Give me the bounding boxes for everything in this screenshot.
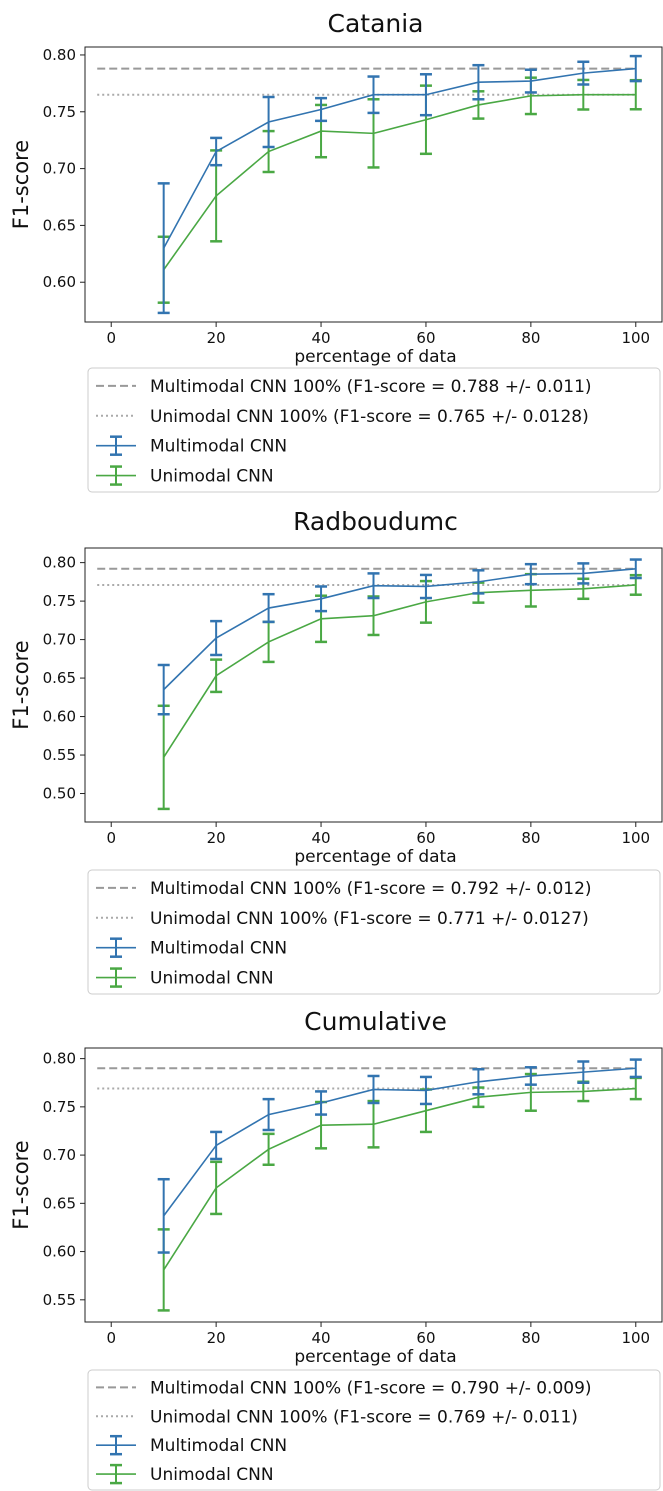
legend-label: Multimodal CNN xyxy=(150,1436,287,1456)
axes-frame xyxy=(84,1047,663,1323)
x-axis-label: percentage of data xyxy=(294,847,456,867)
axes-frame xyxy=(84,547,663,823)
series-line xyxy=(163,567,636,691)
x-tick-label: 20 xyxy=(207,1329,226,1347)
y-tick-label: 0.60 xyxy=(43,708,76,726)
x-tick-label: 100 xyxy=(621,829,650,847)
series-line xyxy=(162,67,636,249)
x-tick-label: 20 xyxy=(207,329,226,347)
multimodal-series xyxy=(157,54,642,315)
legend-label: Unimodal CNN 100% (F1-score = 0.771 +/- … xyxy=(150,909,589,929)
x-tick-label: 40 xyxy=(311,1329,330,1347)
chart-title: Catania xyxy=(327,9,423,38)
legend-label: Multimodal CNN 100% (F1-score = 0.792 +/… xyxy=(150,879,592,899)
x-tick-label: 40 xyxy=(311,829,330,847)
x-tick-label: 60 xyxy=(416,1329,435,1347)
axes-frame xyxy=(84,46,663,323)
chart-title: Cumulative xyxy=(304,1007,447,1036)
x-tick-label: 0 xyxy=(106,329,116,347)
unimodal-series xyxy=(157,76,642,304)
y-axis-label: F1-score xyxy=(9,1140,33,1229)
x-tick-label: 40 xyxy=(311,329,330,347)
legend-label: Unimodal CNN 100% (F1-score = 0.765 +/- … xyxy=(150,407,589,427)
legend: Multimodal CNN 100% (F1-score = 0.792 +/… xyxy=(87,869,661,995)
y-tick-label: 0.60 xyxy=(43,273,76,291)
legend: Multimodal CNN 100% (F1-score = 0.788 +/… xyxy=(87,367,661,493)
legend-box xyxy=(87,869,661,995)
y-axis-label: F1-score xyxy=(9,640,33,729)
chart-title: Radboudumc xyxy=(293,507,458,536)
legend-label: Multimodal CNN xyxy=(150,437,287,457)
multimodal-series xyxy=(157,558,642,716)
legend-box xyxy=(87,1369,661,1491)
x-tick-label: 0 xyxy=(106,1329,116,1347)
legend-label: Multimodal CNN xyxy=(150,939,287,959)
x-axis-label: percentage of data xyxy=(294,347,456,367)
x-tick-label: 0 xyxy=(106,829,116,847)
chart-panel: Cumulative 0.55 0.60 0.65 0.70 0.75 0.80 0 20 40 6… xyxy=(9,1007,663,1491)
y-tick-label: 0.70 xyxy=(43,631,76,649)
legend-box xyxy=(87,367,661,493)
y-tick-label: 0.80 xyxy=(43,1050,76,1068)
x-tick-label: 100 xyxy=(621,329,650,347)
series-line xyxy=(163,584,636,758)
series-line xyxy=(163,93,636,271)
y-tick-label: 0.70 xyxy=(43,1146,76,1164)
y-tick-label: 0.60 xyxy=(43,1243,76,1261)
x-tick-label: 100 xyxy=(621,1329,650,1347)
y-tick-label: 0.50 xyxy=(43,785,76,803)
y-tick-label: 0.75 xyxy=(43,103,76,121)
unimodal-series xyxy=(157,572,642,811)
legend: Multimodal CNN 100% (F1-score = 0.790 +/… xyxy=(87,1369,661,1491)
legend-label: Multimodal CNN 100% (F1-score = 0.790 +/… xyxy=(150,1378,592,1398)
legend-label: Multimodal CNN 100% (F1-score = 0.788 +/… xyxy=(150,377,592,397)
series-line xyxy=(163,1067,636,1217)
x-tick-label: 60 xyxy=(416,829,435,847)
x-tick-label: 60 xyxy=(416,329,435,347)
legend-label: Unimodal CNN 100% (F1-score = 0.769 +/- … xyxy=(150,1407,578,1427)
y-tick-label: 0.80 xyxy=(43,46,76,64)
x-tick-label: 20 xyxy=(207,829,226,847)
multimodal-series xyxy=(157,1058,642,1254)
x-tick-label: 80 xyxy=(521,329,540,347)
y-tick-label: 0.75 xyxy=(43,592,76,610)
y-tick-label: 0.75 xyxy=(43,1098,76,1116)
x-tick-label: 80 xyxy=(521,829,540,847)
legend-label: Unimodal CNN xyxy=(150,1465,274,1485)
x-axis-label: percentage of data xyxy=(294,1347,456,1367)
unimodal-series xyxy=(157,1072,642,1312)
y-tick-label: 0.55 xyxy=(43,746,76,764)
y-tick-label: 0.55 xyxy=(43,1291,76,1309)
chart-panel: Radboudumc 0.50 0.55 0.60 0.65 0.70 0.75 0.80 0 2… xyxy=(9,507,663,995)
y-tick-label: 0.65 xyxy=(43,216,76,234)
chart-panel: Catania 0.60 0.65 0.70 0.75 0.80 0 20 40 60 80 100 p… xyxy=(9,9,663,493)
y-tick-label: 0.70 xyxy=(43,160,76,178)
legend-label: Unimodal CNN xyxy=(150,467,274,487)
y-tick-label: 0.80 xyxy=(43,554,76,572)
x-tick-label: 80 xyxy=(521,1329,540,1347)
y-tick-label: 0.65 xyxy=(43,1194,76,1212)
legend-label: Unimodal CNN xyxy=(150,969,274,989)
y-axis-label: F1-score xyxy=(9,140,33,229)
series-line xyxy=(163,1087,636,1271)
y-tick-label: 0.65 xyxy=(43,669,76,687)
